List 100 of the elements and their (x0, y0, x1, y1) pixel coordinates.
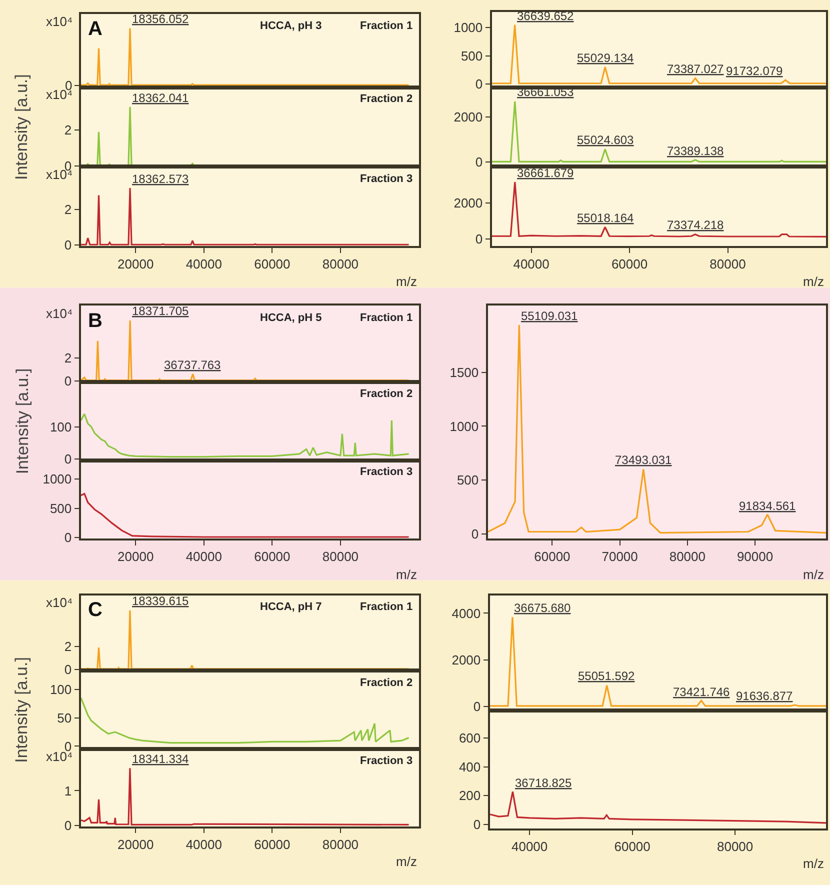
annotation: 73387.027 (667, 62, 724, 76)
y-tick-label: 500 (460, 48, 483, 64)
annotation: 36737.763 (164, 358, 222, 372)
y-tick-label: 4000 (452, 606, 481, 621)
x-tick-label: 80000 (322, 256, 359, 272)
x-tick-label: 60000 (614, 838, 650, 854)
y-tick-label: 2 (64, 350, 72, 366)
y-tick-label: 1500 (450, 364, 479, 380)
text: Fraction 2 (360, 677, 413, 689)
y-tick-label: 2 (64, 122, 72, 138)
y-tick-label: 0 (64, 238, 72, 253)
x-tick-label: 40000 (186, 549, 222, 564)
y-axis-title: Intensity [a.u.] (12, 74, 32, 180)
y-tick-label: 200 (458, 788, 481, 804)
y-tick-label: 2000 (454, 195, 483, 210)
x-tick-label: 20000 (118, 256, 154, 272)
x-tick-label: 80000 (710, 256, 746, 272)
text: HCCA, pH 7 (260, 601, 322, 613)
y-tick-label: 2000 (454, 109, 483, 124)
y-tick-label: 2000 (452, 652, 481, 668)
y-tick-label: 0 (475, 154, 483, 170)
y-tick-label: 0 (64, 662, 72, 678)
y-tick-label: 50 (57, 710, 72, 726)
x-tick-label: 80000 (322, 549, 359, 564)
text: x10⁴ (46, 595, 73, 610)
x-axis-title: m/z (803, 567, 824, 582)
x-tick-label: 70000 (602, 549, 638, 564)
x-tick-label: 60000 (534, 549, 570, 564)
x-tick-label: 60000 (254, 836, 290, 852)
y-tick-label: 0 (471, 526, 479, 542)
text: x10⁴ (46, 306, 73, 321)
x-tick-label: 60000 (611, 256, 648, 272)
chart-title: C (88, 599, 102, 621)
x-axis-title: m/z (396, 274, 417, 289)
y-tick-label: 1000 (450, 418, 479, 434)
x-axis-title: m/z (396, 854, 417, 869)
y-tick-label: 1000 (454, 20, 483, 36)
annotation: 91834.561 (739, 499, 796, 513)
y-tick-label: 1 (64, 783, 72, 798)
text: Fraction 1 (360, 20, 413, 32)
annotation: 18356.052 (132, 12, 190, 26)
text: Fraction 1 (360, 312, 413, 324)
x-tick-label: 60000 (254, 256, 290, 272)
text: Fraction 3 (360, 755, 413, 767)
y-tick-label: 0 (64, 373, 72, 388)
y-tick-label: 600 (458, 730, 481, 746)
text: HCCA, pH 5 (260, 312, 322, 324)
y-tick-label: 2 (64, 638, 72, 654)
text: Fraction 2 (360, 93, 413, 105)
x-axis-title: m/z (396, 567, 417, 582)
y-tick-label: 0 (64, 818, 72, 833)
text: Fraction 2 (360, 388, 413, 400)
y-tick-label: 0 (64, 451, 72, 466)
y-tick-label: 100 (50, 682, 72, 697)
x-axis-title: m/z (803, 274, 824, 289)
annotation: 18362.573 (132, 172, 190, 186)
annotation: 73493.031 (615, 453, 672, 467)
x-axis-title: m/z (803, 856, 824, 871)
annotation: 73374.218 (667, 218, 724, 232)
chart-title: B (88, 310, 102, 332)
x-tick-label: 20000 (118, 836, 154, 852)
text: Fraction 3 (360, 173, 413, 185)
x-tick-label: 40000 (186, 836, 222, 852)
annotation: 55109.031 (521, 309, 578, 323)
x-tick-label: 80000 (322, 836, 359, 852)
annotation: 36718.825 (515, 776, 572, 790)
y-tick-label: 0 (64, 530, 72, 546)
chart-title: A (88, 18, 102, 40)
annotation: 18362.041 (132, 91, 190, 105)
annotation: 73421.746 (673, 685, 730, 699)
annotation: 91636.877 (736, 689, 794, 703)
text: Fraction 1 (360, 601, 413, 613)
annotation: 36661.679 (517, 166, 574, 180)
x-tick-label: 60000 (254, 549, 290, 564)
annotation: 36639.652 (517, 9, 574, 23)
y-tick-label: 0 (473, 698, 481, 714)
y-tick-label: 1000 (42, 472, 72, 487)
annotation: 55024.603 (577, 133, 634, 147)
x-tick-label: 40000 (513, 256, 550, 272)
annotation: 55018.164 (577, 211, 634, 225)
annotation: 18341.334 (132, 752, 190, 766)
x-tick-label: 80000 (669, 549, 706, 564)
annotation: 36675.680 (514, 601, 572, 615)
annotation: 36661.053 (517, 85, 574, 99)
annotation: 73389.138 (667, 144, 724, 158)
y-tick-label: 0 (473, 816, 481, 832)
text: x10⁴ (46, 14, 73, 29)
x-tick-label: 40000 (511, 838, 548, 854)
x-tick-label: 20000 (118, 549, 154, 564)
annotation: 91732.079 (726, 64, 784, 78)
y-tick-label: 400 (458, 759, 481, 774)
text: Fraction 3 (360, 466, 413, 478)
y-tick-label: 500 (50, 500, 72, 516)
annotation: 55029.134 (577, 51, 634, 65)
y-tick-label: 500 (456, 472, 479, 488)
annotation: 18339.615 (132, 594, 190, 608)
y-tick-label: 100 (50, 419, 72, 434)
x-tick-label: 80000 (716, 838, 754, 854)
x-tick-label: 40000 (186, 256, 222, 272)
y-tick-label: 0 (475, 76, 483, 92)
